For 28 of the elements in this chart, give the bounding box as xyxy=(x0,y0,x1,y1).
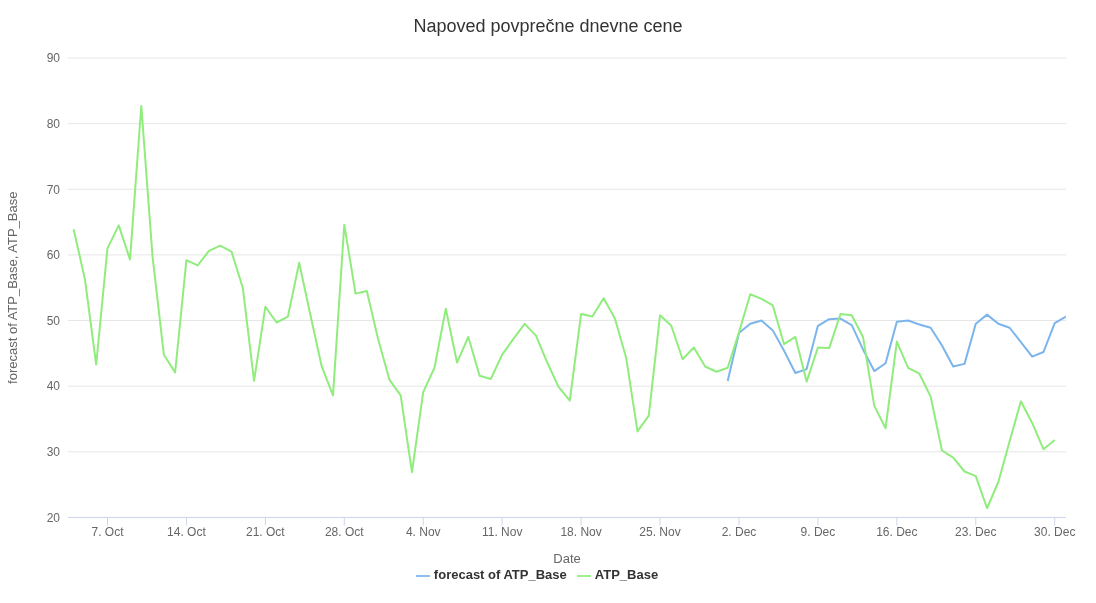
chart-title: Napoved povprečne dnevne cene xyxy=(412,15,684,38)
x-tick-label: 28. Oct xyxy=(324,524,365,539)
y-tick-label: 20 xyxy=(46,510,61,525)
y-tick-label: 70 xyxy=(46,182,61,197)
x-tick-label: 21. Oct xyxy=(246,524,286,539)
x-tick-label: 30. Dec xyxy=(1034,524,1076,539)
x-tick-label: 16. Dec xyxy=(876,524,918,539)
x-axis-title: Date xyxy=(553,551,581,567)
y-tick-label: 30 xyxy=(46,445,61,460)
y-tick-label: 50 xyxy=(46,313,61,328)
y-tick-label: 40 xyxy=(46,379,61,394)
x-tick-label: 18. Nov xyxy=(560,524,602,539)
y-axis-title: forecast of ATP_Base, ATP_Base xyxy=(4,191,20,384)
y-tick-label: 60 xyxy=(46,248,61,263)
x-tick-label: 25. Nov xyxy=(639,524,681,539)
y-tick-label: 90 xyxy=(46,51,61,66)
x-tick-label: 2. Dec xyxy=(721,524,757,539)
legend-label: forecast of ATP_Base xyxy=(433,567,567,583)
x-tick-label: 9. Dec xyxy=(800,524,836,539)
line-series xyxy=(72,104,1056,510)
x-tick-label: 4. Nov xyxy=(405,524,441,539)
x-tick-label: 7. Oct xyxy=(91,524,125,539)
y-tick-label: 80 xyxy=(46,116,61,131)
legend-label: ATP_Base xyxy=(594,567,659,583)
x-tick-label: 11. Nov xyxy=(481,524,523,539)
x-tick-label: 23. Dec xyxy=(955,524,997,539)
x-tick-label: 14. Oct xyxy=(167,524,207,539)
line-series xyxy=(726,313,1066,382)
